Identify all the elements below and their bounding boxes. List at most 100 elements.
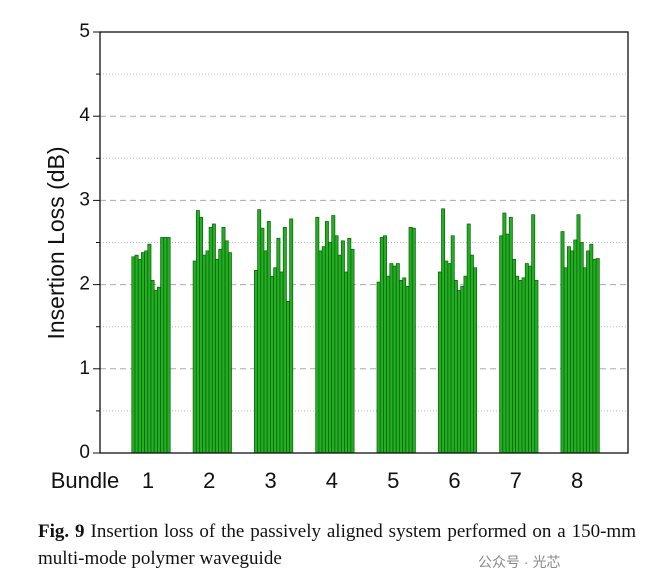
bar	[286, 301, 290, 454]
bar	[257, 209, 262, 454]
bar	[579, 242, 584, 454]
bar	[560, 231, 565, 454]
bar	[328, 242, 333, 454]
bar	[466, 223, 471, 454]
x-tick-label: 1	[142, 468, 154, 493]
bar	[441, 208, 446, 454]
bar	[141, 252, 145, 454]
caption: Fig. 9 Insertion loss of the passively al…	[38, 518, 636, 572]
bar	[405, 285, 410, 454]
bar	[150, 280, 155, 454]
bar	[402, 277, 407, 454]
bar	[147, 243, 152, 454]
bar	[334, 235, 339, 454]
bar	[586, 250, 591, 454]
bar	[192, 260, 197, 454]
bar	[592, 258, 597, 454]
bar	[254, 269, 258, 454]
bar	[279, 271, 284, 454]
bar	[469, 254, 474, 454]
bar	[473, 267, 478, 454]
bar	[499, 235, 504, 454]
bar	[392, 265, 397, 454]
bar	[195, 210, 200, 454]
x-tick-label: 5	[387, 468, 399, 493]
bar	[276, 237, 281, 454]
x-tick-label: 6	[448, 468, 460, 493]
bar	[582, 267, 587, 454]
bar	[528, 265, 532, 454]
bar	[521, 277, 526, 454]
bar	[566, 246, 571, 454]
y-tick-label: 4	[79, 105, 90, 126]
watermark: 公众号 · 光芯	[478, 554, 561, 570]
bar	[453, 280, 458, 454]
x-axis-label: Bundle	[51, 468, 120, 493]
bar	[437, 271, 442, 454]
y-tick-label: 0	[79, 442, 90, 463]
bar	[573, 239, 578, 454]
bar	[595, 258, 600, 454]
plot-frame	[99, 31, 629, 454]
bar	[224, 240, 229, 454]
bar	[534, 280, 539, 454]
bar	[347, 237, 352, 454]
bar	[505, 233, 510, 454]
bar	[524, 263, 529, 454]
bar	[153, 290, 158, 454]
bar	[563, 267, 568, 454]
bar	[131, 256, 136, 454]
bar	[376, 281, 381, 454]
bar	[576, 214, 581, 454]
bar	[512, 258, 516, 454]
y-axis-label: Insertion Loss (dB)	[43, 146, 69, 339]
caption-label: Fig. 9	[38, 521, 85, 542]
x-tick-label: 8	[571, 468, 583, 493]
bar	[399, 280, 403, 454]
bar	[411, 227, 416, 454]
bar	[227, 252, 232, 454]
bar	[318, 250, 323, 454]
bar	[289, 218, 294, 454]
bar	[344, 271, 349, 454]
x-tick-label: 7	[510, 468, 522, 493]
bar	[321, 246, 326, 454]
y-tick-label: 3	[79, 189, 90, 210]
y-tick-label: 5	[79, 21, 90, 42]
bar	[383, 235, 387, 454]
caption-text: Insertion loss of the passively aligned …	[38, 521, 636, 569]
bar	[515, 275, 520, 454]
bar	[450, 235, 455, 454]
bar	[218, 248, 223, 454]
x-tick-label: 2	[203, 468, 215, 493]
bar	[447, 263, 452, 454]
bar	[199, 216, 204, 454]
bar	[531, 214, 536, 454]
y-tick-label: 1	[79, 358, 90, 379]
bar	[395, 263, 400, 454]
bar	[163, 237, 168, 454]
bar	[134, 254, 139, 454]
bar	[379, 237, 384, 454]
bar	[160, 237, 165, 454]
bar	[144, 250, 149, 454]
bar	[324, 221, 329, 454]
bar	[508, 216, 513, 454]
bar	[518, 280, 523, 454]
bar	[463, 275, 468, 454]
bar	[457, 290, 462, 454]
bar	[444, 260, 449, 454]
bar	[266, 221, 271, 454]
bar	[157, 286, 161, 454]
bar	[331, 215, 336, 454]
bar	[350, 248, 355, 454]
bar	[315, 216, 320, 454]
bar	[460, 285, 465, 454]
bar	[408, 226, 413, 454]
y-tick-label: 2	[79, 274, 90, 295]
bar	[202, 254, 207, 454]
bar	[205, 250, 210, 454]
bar	[215, 258, 220, 454]
bar	[589, 243, 594, 454]
bar	[260, 227, 265, 454]
